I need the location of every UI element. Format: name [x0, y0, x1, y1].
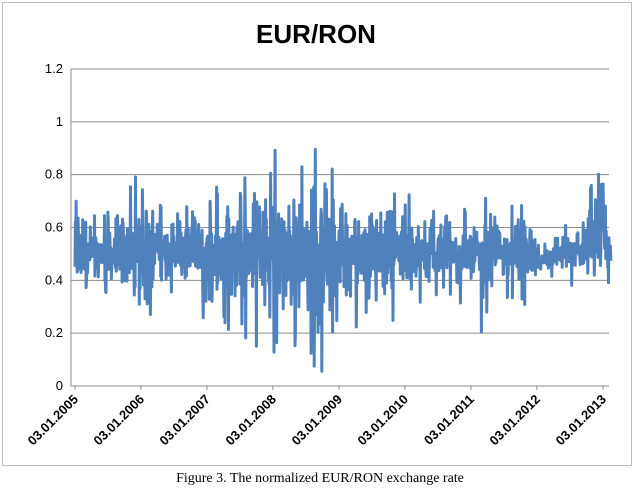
y-tick-label: 1.2: [45, 61, 63, 76]
y-tick-label: 1: [56, 114, 63, 129]
figure-caption: Figure 3. The normalized EUR/RON exchang…: [176, 471, 464, 486]
x-tick-label: 03.01.2012: [486, 392, 543, 449]
series-layer: [73, 147, 613, 373]
x-tick-label: 03.01.2010: [354, 392, 411, 449]
x-tick-label: 03.01.2005: [24, 392, 81, 449]
y-tick-label: 0.4: [45, 272, 63, 287]
x-tick-labels: 03.01.2005 03.01.2006 03.01.2007 03.01.2008…: [24, 392, 609, 449]
y-tick-label: 0.8: [45, 167, 63, 182]
x-tick-label: 03.01.2009: [288, 392, 345, 449]
x-tick-label: 03.01.2013: [552, 392, 609, 449]
x-tick-label: 03.01.2006: [90, 392, 147, 449]
y-tick-labels: 0 0.2 0.4 0.6 0.8 1 1.2: [45, 61, 63, 393]
y-tick-label: 0.6: [45, 220, 63, 235]
chart-frame: EUR/RON 0 0.2 0.4 0.6 0.8 1 1.2 03.01.2005 03.0…: [2, 2, 632, 466]
y-tick-label: 0.2: [45, 325, 63, 340]
y-tick-label: 0: [56, 378, 63, 393]
x-tick-label: 03.01.2011: [421, 392, 477, 448]
chart-title: EUR/RON: [256, 19, 376, 49]
x-tick-label: 03.01.2007: [156, 392, 213, 449]
series-line-eur-ron: [73, 147, 613, 373]
chart-svg: EUR/RON 00.20.40.60.811.2 03.01.2005 03.0…: [24, 19, 613, 449]
axes: [70, 69, 609, 390]
x-tick-label: 03.01.2008: [222, 392, 279, 449]
